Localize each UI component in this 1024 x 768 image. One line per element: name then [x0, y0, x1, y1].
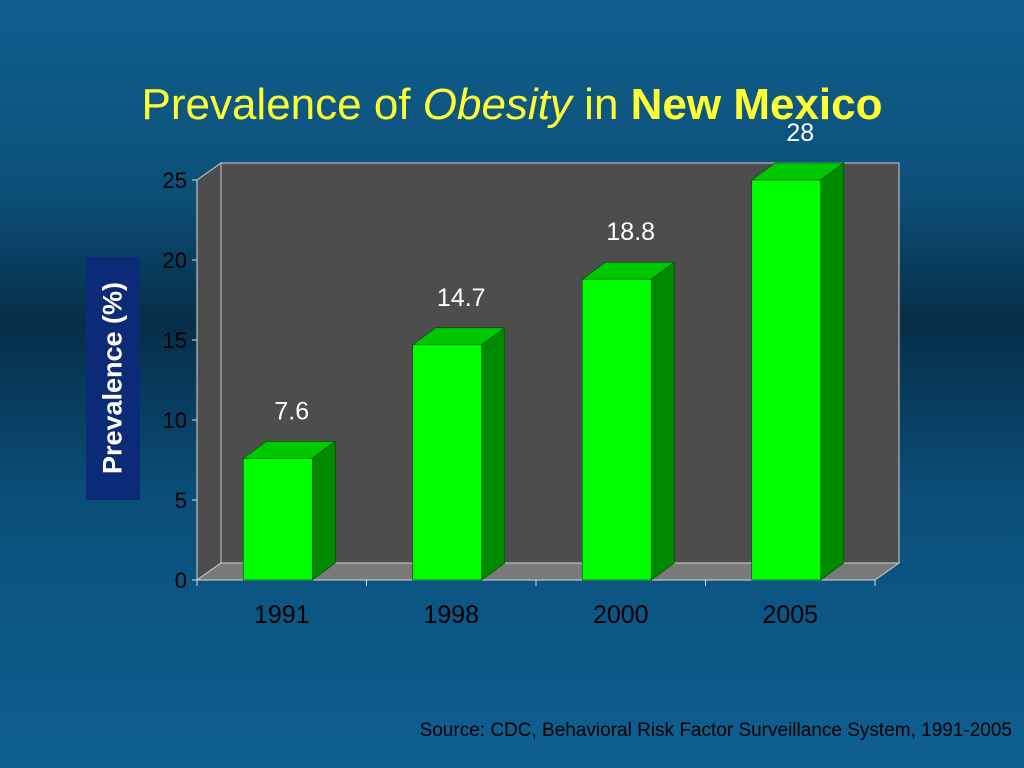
- y-tick-label: 10: [163, 408, 187, 433]
- title-part-2: Obesity: [422, 80, 572, 129]
- data-label-2000: 18.8: [606, 218, 655, 246]
- bar-2000: [581, 278, 652, 581]
- bar-1991: [242, 458, 313, 581]
- source-note: Source: CDC, Behavioral Risk Factor Surv…: [419, 720, 1012, 741]
- title-part-3: in: [571, 80, 631, 129]
- bar-side-2005: [820, 162, 845, 581]
- y-tick-label: 5: [175, 488, 187, 513]
- bar-side-2000: [650, 261, 675, 581]
- bar-2005: [751, 179, 822, 581]
- bar-1998: [412, 344, 483, 581]
- data-label-1998: 14.7: [437, 284, 486, 312]
- bar-side-1991: [311, 440, 336, 581]
- data-label-1991: 7.6: [274, 397, 309, 425]
- slide-title: Prevalence of Obesity in New Mexico: [0, 78, 1024, 132]
- y-tick-label: 20: [163, 248, 187, 273]
- y-tick-label: 0: [175, 568, 187, 593]
- y-axis-label-box: [86, 257, 140, 500]
- y-tick-label: 25: [163, 168, 187, 193]
- data-label-2005: 28: [786, 119, 814, 147]
- plot-side-wall: [196, 162, 222, 581]
- title-part-4: New Mexico: [630, 80, 883, 129]
- x-tick-label-1998: 1998: [423, 601, 479, 629]
- x-tick-label-2005: 2005: [762, 601, 818, 629]
- x-tick-label-1991: 1991: [254, 601, 310, 629]
- bar-side-1998: [481, 327, 506, 581]
- y-tick-label: 15: [163, 328, 187, 353]
- title-part-1: Prevalence of: [141, 80, 423, 129]
- x-tick-label-2000: 2000: [593, 601, 649, 629]
